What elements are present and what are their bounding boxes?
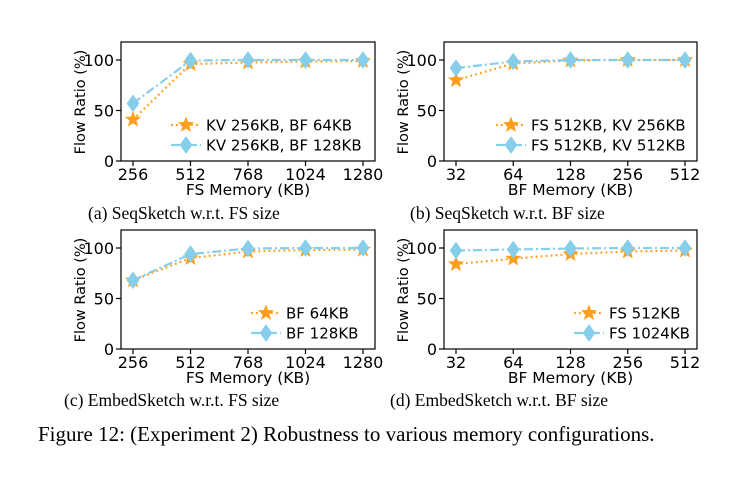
legend-marker-d-0 — [580, 304, 598, 321]
x-tick-label-c-1: 512 — [175, 353, 206, 372]
y-tick-label-b-0: 0 — [427, 152, 437, 171]
y-tick-label-d-0: 0 — [427, 340, 437, 359]
data-point-c-1-0 — [126, 271, 140, 290]
y-tick-label-c-0: 0 — [104, 340, 114, 359]
legend-label-a-1: KV 256KB, BF 128KB — [206, 137, 362, 155]
legend-marker-c-0 — [257, 304, 275, 321]
y-axis-label-c: Flow Ratio (%) — [73, 238, 89, 343]
x-tick-label-c-0: 256 — [118, 353, 149, 372]
data-point-d-1-0 — [449, 241, 463, 260]
x-axis-label-a: FS Memory (KB) — [186, 181, 310, 199]
x-tick-label-d-3: 256 — [612, 353, 643, 372]
legend-label-a-0: KV 256KB, BF 64KB — [206, 117, 352, 135]
y-tick-label-b-100: 100 — [406, 51, 437, 70]
data-point-d-1-4 — [678, 239, 692, 257]
subplot-c: 0 50 100 256 512 768 1024 1280 FS Memory (KB) Flo… — [73, 229, 384, 387]
series-line-d-0 — [455, 249, 686, 266]
subplot-caption-c: (c) EmbedSketch w.r.t. FS size — [64, 390, 280, 410]
data-point-c-1-4 — [356, 239, 370, 257]
series-line-a-0 — [132, 59, 364, 121]
data-point-a-1-1 — [184, 51, 197, 70]
legend-label-c-0: BF 64KB — [286, 305, 349, 323]
subplot-b: 0 50 100 32 64 128 256 512 BF Memory (KB) Flow Ra… — [396, 41, 701, 199]
legend-marker-b-0 — [502, 116, 520, 133]
data-point-d-1-2 — [564, 239, 577, 258]
x-tick-label-c-4: 1280 — [343, 353, 384, 372]
data-point-a-1-3 — [299, 51, 312, 69]
legend-marker-a-0 — [177, 116, 195, 133]
data-point-a-1-0 — [126, 94, 140, 113]
legend-marker-d-1 — [582, 324, 596, 342]
x-tick-label-b-2: 128 — [555, 165, 586, 184]
y-tick-label-a-0: 0 — [104, 152, 114, 171]
legend-label-d-1: FS 1024KB — [609, 325, 690, 343]
data-point-d-1-1 — [506, 240, 520, 259]
x-tick-label-b-4: 512 — [670, 165, 701, 184]
subplot-caption-b: (b) SeqSketch w.r.t. BF size — [410, 203, 605, 223]
series-line-a-1 — [132, 58, 363, 105]
figure-caption: Figure 12: (Experiment 2) Robustness to … — [38, 422, 655, 446]
x-tick-label-d-2: 128 — [555, 353, 586, 372]
legend-label-b-0: FS 512KB, KV 256KB — [531, 117, 686, 135]
legend-label-c-1: BF 128KB — [286, 325, 358, 343]
x-tick-label-d-0: 32 — [446, 353, 466, 372]
subplot-a: 0 50 100 256 512 768 1024 1280 FS Memory (KB) Flo… — [73, 41, 384, 199]
x-tick-label-a-2: 768 — [233, 165, 264, 184]
x-axis-label-b: BF Memory (KB) — [508, 181, 633, 199]
data-point-c-1-3 — [299, 239, 312, 257]
data-point-b-1-4 — [678, 51, 692, 69]
legend-marker-c-1 — [259, 324, 273, 342]
legend-marker-a-1 — [179, 136, 193, 154]
x-tick-label-d-1: 64 — [503, 353, 523, 372]
data-point-c-1-2 — [241, 239, 255, 258]
x-tick-label-a-4: 1280 — [343, 165, 384, 184]
legend-c: BF 64KB BF 128KB — [251, 304, 358, 343]
x-axis-label-d: BF Memory (KB) — [508, 369, 633, 387]
x-tick-label-d-4: 512 — [670, 353, 701, 372]
data-point-a-0-0 — [124, 110, 142, 127]
y-tick-label-a-100: 100 — [83, 51, 114, 70]
data-point-a-1-4 — [356, 51, 370, 69]
legend-label-b-1: FS 512KB, KV 512KB — [531, 137, 686, 155]
y-tick-label-a-50: 50 — [94, 102, 114, 121]
y-axis-label-d: Flow Ratio (%) — [396, 238, 412, 343]
data-point-c-1-1 — [184, 245, 197, 263]
x-axis-label-c: FS Memory (KB) — [186, 369, 310, 387]
x-tick-label-a-1: 512 — [175, 165, 206, 184]
subplot-caption-a: (a) SeqSketch w.r.t. FS size — [88, 203, 280, 223]
legend-marker-b-1 — [504, 136, 518, 154]
series-line-c-0 — [132, 248, 364, 282]
legend-d: FS 512KB FS 1024KB — [574, 304, 690, 343]
subplot-d: 0 50 100 32 64 128 256 512 BF Memory (KB) Flow Ra… — [396, 229, 701, 387]
data-point-b-1-1 — [506, 52, 520, 71]
y-tick-label-c-50: 50 — [94, 290, 114, 309]
data-point-b-0-0 — [447, 71, 465, 88]
x-tick-label-a-0: 256 — [118, 165, 149, 184]
data-point-d-1-3 — [621, 239, 635, 257]
y-axis-label-a: Flow Ratio (%) — [73, 50, 89, 155]
y-tick-label-c-100: 100 — [83, 239, 114, 258]
y-tick-label-b-50: 50 — [417, 102, 437, 121]
data-point-d-0-0 — [447, 255, 465, 272]
x-tick-label-c-3: 1024 — [285, 353, 326, 372]
legend-label-d-0: FS 512KB — [609, 305, 680, 323]
legend-a: KV 256KB, BF 64KB KV 256KB, BF 128KB — [171, 116, 362, 155]
y-tick-label-d-50: 50 — [417, 290, 437, 309]
data-point-b-1-3 — [621, 51, 635, 69]
x-tick-label-b-1: 64 — [503, 165, 523, 184]
x-tick-label-b-3: 256 — [612, 165, 643, 184]
data-point-a-1-2 — [241, 51, 255, 69]
x-tick-label-b-0: 32 — [446, 165, 466, 184]
y-tick-label-d-100: 100 — [406, 239, 437, 258]
data-point-b-1-0 — [449, 59, 463, 78]
x-tick-label-a-3: 1024 — [285, 165, 326, 184]
y-axis-label-b: Flow Ratio (%) — [396, 50, 412, 155]
x-tick-label-c-2: 768 — [233, 353, 264, 372]
subplot-caption-d: (d) EmbedSketch w.r.t. BF size — [390, 390, 609, 410]
legend-b: FS 512KB, KV 256KB FS 512KB, KV 512KB — [496, 116, 686, 155]
data-point-b-1-2 — [564, 51, 577, 69]
